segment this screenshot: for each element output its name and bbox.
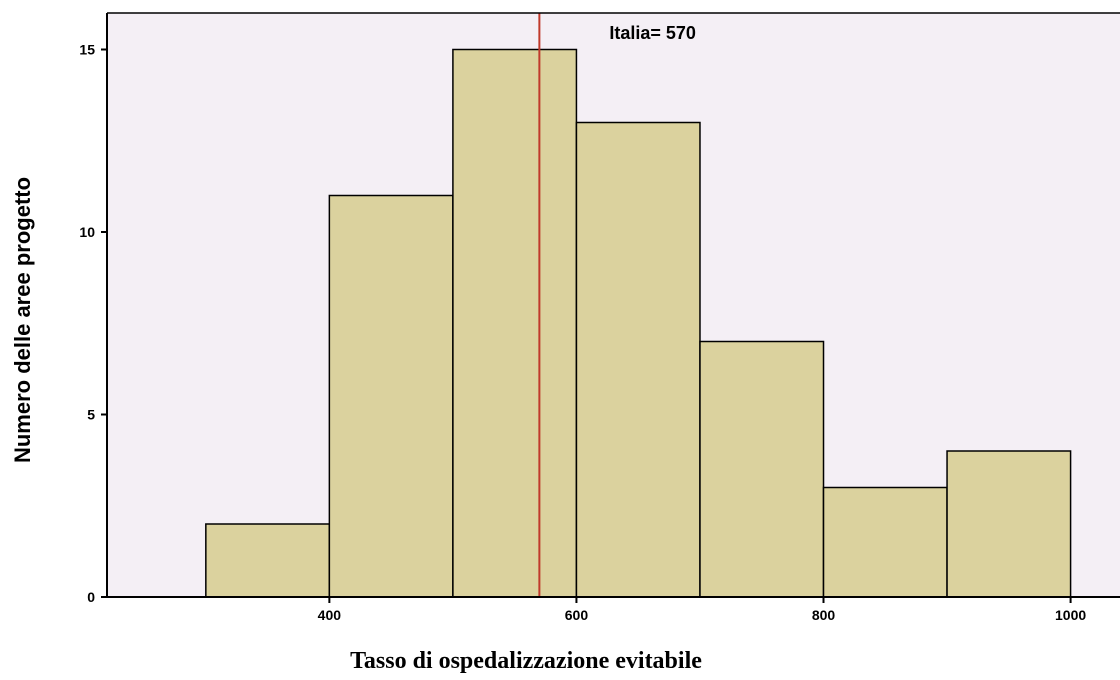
- x-tick-label-400: 400: [318, 607, 342, 623]
- y-tick-label-0: 0: [87, 589, 95, 605]
- y-tick-label-15: 15: [79, 42, 95, 58]
- y-axis-label: Numero delle aree progetto: [10, 177, 35, 463]
- x-tick-label-800: 800: [812, 607, 836, 623]
- axes-group: 0 5 10 15 400 600 800 1000: [79, 12, 1120, 623]
- y-tick-label-5: 5: [87, 407, 95, 423]
- histogram-bar-3: [575, 121, 701, 598]
- histogram-bar-6: [946, 450, 1072, 598]
- y-tick-label-10: 10: [79, 224, 95, 240]
- x-tick-label-1000: 1000: [1055, 607, 1086, 623]
- x-axis-label: Tasso di ospedalizzazione evitabile: [350, 648, 702, 674]
- histogram-bar-1: [328, 194, 454, 598]
- reference-group: Italia= 570: [538, 13, 696, 597]
- histogram-bar-5: [822, 486, 948, 598]
- reference-line-label: Italia= 570: [609, 23, 696, 43]
- bars-group: [205, 48, 1072, 598]
- x-tick-label-600: 600: [565, 607, 589, 623]
- histogram-bar-4: [699, 340, 825, 598]
- histogram-bar-2: [452, 48, 578, 598]
- histogram-bar-0: [205, 523, 331, 598]
